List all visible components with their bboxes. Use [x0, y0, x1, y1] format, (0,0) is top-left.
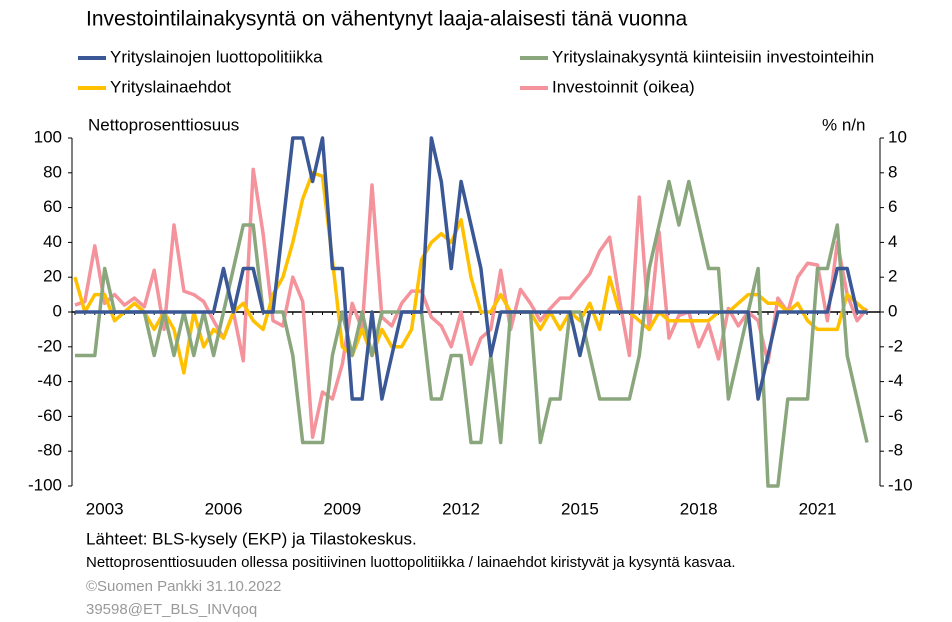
legend-label: Yrityslainojen luottopolitiikka [110, 47, 323, 66]
y2-tick-label: -2 [888, 336, 903, 355]
x-tick-label: 2012 [442, 499, 480, 518]
series-line [73, 171, 869, 375]
code: 39598@ET_BLS_INVqoq [86, 601, 257, 618]
y-tick-label: 40 [43, 232, 62, 251]
legend-label: Investoinnit (oikea) [552, 77, 695, 96]
y-tick-label: 60 [43, 197, 62, 216]
x-tick-label: 2015 [561, 499, 599, 518]
y2-tick-label: 0 [888, 301, 897, 320]
chart-title: Investointilainakysyntä on vähentynyt la… [86, 8, 688, 31]
y2-tick-label: 6 [888, 197, 897, 216]
source-note: Lähteet: BLS-kysely (EKP) ja Tilastokesk… [86, 529, 417, 548]
copyright: ©Suomen Pankki 31.10.2022 [86, 578, 281, 595]
y2-tick-label: -4 [888, 371, 903, 390]
y-tick-label: -20 [37, 336, 62, 355]
legend-label: Yrityslainakysyntä kiinteisiin investoin… [552, 47, 874, 66]
footnote: Nettoprosenttiosuuden ollessa positiivin… [86, 554, 736, 571]
y-tick-label: 0 [53, 301, 62, 320]
y-tick-label: 20 [43, 267, 62, 286]
y-tick-label: 100 [34, 127, 62, 146]
y-tick-label: -80 [37, 441, 62, 460]
y-tick-label: 80 [43, 162, 62, 181]
x-tick-label: 2009 [323, 499, 361, 518]
x-tick-label: 2003 [86, 499, 124, 518]
y2-tick-label: 2 [888, 267, 897, 286]
y2-tick-label: -10 [888, 475, 913, 494]
y2-tick-label: -6 [888, 406, 903, 425]
series-line [74, 167, 869, 440]
series-line [75, 179, 869, 488]
legend-label: Yrityslainaehdot [110, 77, 231, 96]
x-tick-label: 2018 [680, 499, 718, 518]
y2-tick-label: -8 [888, 441, 903, 460]
y-tick-label: -40 [37, 371, 62, 390]
y-tick-label: -100 [28, 475, 62, 494]
y2-axis-label: % n/n [822, 115, 865, 134]
y2-tick-label: 8 [888, 162, 897, 181]
y-axis-label: Nettoprosenttiosuus [88, 115, 239, 134]
y2-tick-label: 10 [888, 127, 907, 146]
y2-tick-label: 4 [888, 232, 897, 251]
x-tick-label: 2006 [205, 499, 243, 518]
series-line [75, 136, 867, 401]
y-tick-label: -60 [37, 406, 62, 425]
x-tick-label: 2021 [799, 499, 837, 518]
